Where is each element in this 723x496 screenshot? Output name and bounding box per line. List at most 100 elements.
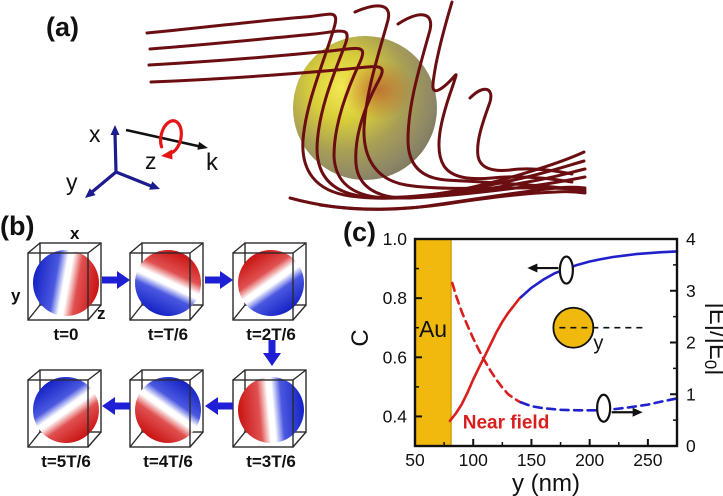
right-tick-label: 3 [686, 281, 696, 301]
charge-sphere [33, 250, 99, 316]
field-line [148, 29, 586, 199]
x-tick-label: 250 [633, 450, 662, 470]
cube-edge [189, 431, 204, 448]
cube-front-face [129, 379, 191, 448]
panel-a-label: (a) [46, 12, 79, 42]
right-tick-label: 1 [686, 384, 696, 404]
charge-frame-2: t=2T/6 [232, 241, 310, 345]
charge-sphere [238, 377, 304, 443]
cube-edge [292, 242, 307, 254]
k-arrowhead [197, 141, 208, 150]
cube-edge [87, 242, 102, 254]
arrow-right-icon [102, 271, 130, 289]
cube-edge [232, 369, 246, 381]
charge-frame-drawing [232, 242, 307, 321]
right-tick-label: 0 [686, 436, 696, 456]
cube-front-face [129, 252, 191, 321]
cube-edge [129, 242, 143, 254]
series-1-segment-1 [519, 397, 679, 412]
cube-front-face [27, 379, 89, 448]
cube-front-face [232, 252, 294, 321]
cube-edge [292, 431, 307, 448]
charge-frame-drawing [129, 242, 204, 321]
left-tick-label: 0.6 [383, 347, 407, 367]
charge-frame-drawing [232, 369, 307, 448]
time-label: t=2T/6 [246, 325, 296, 344]
charge-frame-5: t=5T/6 [27, 368, 105, 472]
z-axis-arrowhead [149, 181, 160, 190]
cube-edge [129, 431, 143, 448]
charge-frame-1: t=T/6 [129, 241, 207, 345]
series-1-segment-0 [451, 281, 523, 404]
axis-marker-arrowhead [527, 263, 538, 273]
panel-b-label: (b) [0, 211, 35, 241]
cube-edge [189, 242, 204, 254]
b-axis-label-x: x [70, 224, 80, 243]
axis-marker-ellipse-0 [558, 255, 574, 285]
circular-polarization-icon [159, 119, 183, 155]
axis-label-y: y [66, 169, 78, 195]
charge-frame-drawing [27, 242, 102, 321]
field-line [318, 190, 587, 211]
cube-edge [87, 304, 102, 321]
y-axis-arrowhead [85, 188, 96, 198]
au-region-label: Au [419, 316, 447, 342]
cube-edge [292, 369, 307, 381]
coordinate-axes [85, 125, 160, 198]
charge-frame-drawing [129, 369, 204, 448]
cube-edge [27, 431, 41, 448]
near-field-annotation: Near field [463, 412, 550, 433]
time-label: t=T/6 [147, 325, 189, 344]
cube-edge [87, 369, 102, 381]
left-axis-title: C [347, 329, 374, 346]
left-tick-label: 0.8 [383, 288, 407, 308]
x-tick-label: 200 [575, 450, 604, 470]
cube-edge [232, 431, 246, 448]
series-0-segment-1 [519, 250, 679, 299]
charge-frame-4: t=4T/6 [129, 368, 207, 472]
right-axis-title: |E|/|E0| [701, 303, 723, 376]
panel-a-illustration: x y z k [66, 0, 587, 211]
field-line [353, 4, 587, 192]
axis-label-z: z [145, 148, 157, 174]
charge-frame-0: t=0 [27, 241, 105, 345]
left-tick-label: 1.0 [383, 229, 408, 249]
wavevector: k [125, 119, 219, 176]
left-tick-label: 0.4 [383, 406, 408, 426]
x-tick-label: 100 [459, 450, 488, 470]
k-arrow [125, 128, 201, 148]
cube-edge [292, 304, 307, 321]
arrow-right-icon [205, 271, 233, 289]
x-tick-label: 150 [517, 450, 546, 470]
panel-c-label: (c) [343, 217, 376, 247]
axis-marker-arrowhead [632, 407, 643, 417]
circular-polarization-arrowhead [161, 149, 173, 160]
x-tick-label: 50 [405, 450, 425, 470]
time-label: t=5T/6 [41, 452, 91, 471]
nanoparticle-red-sheen [342, 60, 414, 120]
b-axis-label-y: y [11, 286, 21, 305]
right-tick-label: 4 [686, 229, 696, 249]
field-lines [145, 0, 587, 211]
panel-b: t=0t=T/6t=2T/6t=3T/6t=4T/6t=5T/6 x y z c… [0, 210, 340, 496]
arrow-left-icon [205, 397, 233, 415]
cube-edge [87, 431, 102, 448]
arrow-left-icon [102, 397, 130, 415]
b-axis-label-z: z [97, 304, 106, 323]
cube-edge [189, 304, 204, 321]
axis-marker-ellipse-1 [596, 393, 612, 423]
charge-sphere [135, 377, 201, 443]
x-axis-arrowhead [110, 125, 120, 135]
time-label: t=3T/6 [246, 452, 296, 471]
cube-edge [129, 304, 143, 321]
panel-c-chart: Au Near field y 50 100 150 200 250 0.4 0.6 0.8 1.0 0… [347, 229, 723, 496]
x-axis-title: y (nm) [512, 470, 580, 496]
cube-edge [232, 304, 246, 321]
cube-edge [129, 369, 143, 381]
charge-sphere [33, 377, 99, 443]
cube-front-face [27, 252, 89, 321]
right-tick-label: 2 [686, 333, 696, 353]
time-label: t=0 [53, 325, 79, 344]
k-label: k [206, 149, 219, 176]
